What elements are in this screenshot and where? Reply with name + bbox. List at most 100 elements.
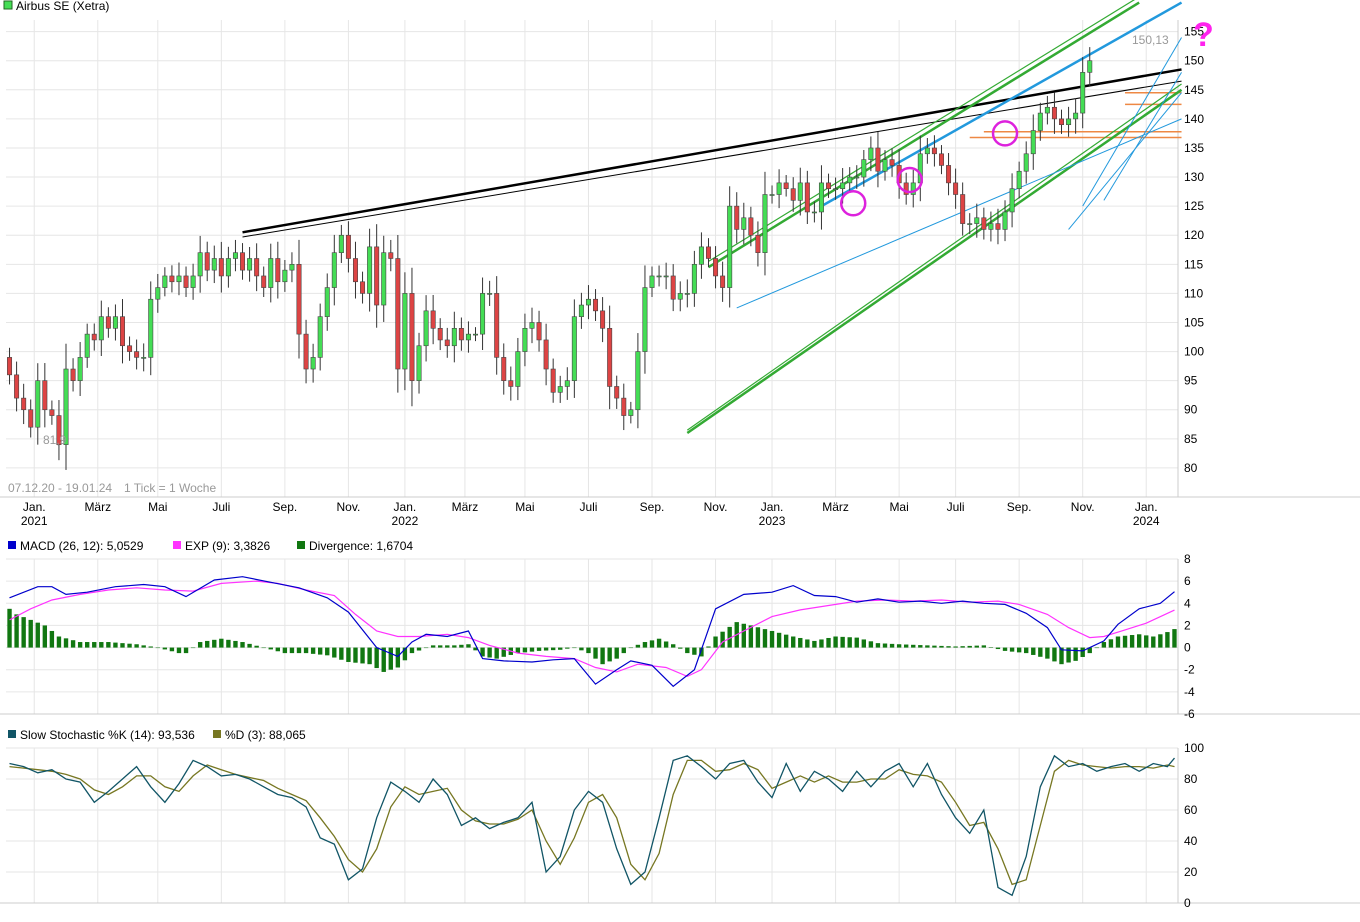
candle bbox=[536, 310, 542, 352]
divergence-bar bbox=[988, 647, 994, 648]
candle bbox=[91, 323, 97, 351]
divergence-bar bbox=[663, 641, 669, 648]
candle bbox=[1059, 109, 1064, 134]
divergence-bar bbox=[7, 608, 12, 648]
candle-body bbox=[268, 258, 274, 288]
candle-body bbox=[508, 380, 514, 387]
candle bbox=[755, 221, 761, 267]
divergence-bar bbox=[374, 647, 379, 669]
divergence-bar bbox=[162, 647, 168, 650]
candle bbox=[501, 343, 507, 395]
divergence-bar bbox=[974, 645, 979, 648]
candle bbox=[352, 241, 358, 299]
divergence-bar bbox=[127, 643, 132, 648]
divergence-bar bbox=[1129, 635, 1135, 648]
divergence-bar bbox=[360, 647, 365, 664]
divergence-bar bbox=[678, 647, 683, 649]
candle-body bbox=[564, 380, 570, 387]
price-legend-swatch bbox=[3, 0, 13, 10]
candle-body bbox=[995, 223, 1001, 230]
highlight-circle bbox=[839, 189, 867, 217]
divergence-bar bbox=[176, 647, 182, 654]
divergence-bar bbox=[515, 647, 521, 654]
blue-trend-line bbox=[736, 118, 1182, 309]
x-tick-label: Sep. bbox=[640, 500, 665, 514]
candle-body bbox=[352, 258, 358, 283]
divergence-bar bbox=[282, 647, 288, 654]
candle-body bbox=[374, 246, 380, 306]
y-tick-label: 130 bbox=[1184, 170, 1204, 184]
divergence-bar bbox=[713, 636, 718, 648]
candle bbox=[1066, 106, 1072, 137]
candle bbox=[105, 307, 111, 338]
candle-body bbox=[240, 252, 246, 271]
divergence-bar bbox=[346, 647, 351, 662]
divergence-bar bbox=[776, 632, 782, 648]
candle bbox=[727, 186, 733, 308]
candle bbox=[508, 366, 514, 401]
candle bbox=[529, 307, 535, 344]
candle-body bbox=[211, 258, 217, 271]
candle bbox=[98, 300, 104, 356]
candle bbox=[458, 317, 464, 351]
divergence-bar bbox=[805, 639, 810, 648]
candle-body bbox=[967, 223, 973, 225]
divergence-bar bbox=[219, 638, 224, 648]
divergence-bar bbox=[861, 639, 867, 648]
candle-body bbox=[960, 194, 966, 224]
candle bbox=[1073, 98, 1079, 134]
macd-y-ticks: 8 6 4 2 0 -2 -4 -6 bbox=[1184, 552, 1195, 721]
divergence-bar bbox=[826, 637, 831, 648]
candle bbox=[49, 400, 55, 425]
candle-body bbox=[861, 159, 867, 178]
candle-body bbox=[127, 345, 133, 352]
divergence-bar bbox=[1101, 642, 1107, 648]
candle bbox=[141, 343, 147, 372]
candle bbox=[1023, 141, 1029, 184]
candle-body bbox=[1023, 153, 1029, 172]
candle-body bbox=[783, 182, 789, 189]
blue-trend-line bbox=[1068, 92, 1182, 230]
divergence-bar bbox=[953, 646, 958, 648]
candle bbox=[155, 273, 161, 313]
candle-body bbox=[155, 287, 161, 300]
divergence-bar bbox=[395, 647, 401, 668]
divergence-bar bbox=[649, 640, 655, 648]
divergence-bar bbox=[1073, 647, 1078, 661]
divergence-bar bbox=[882, 643, 888, 648]
candle-body bbox=[578, 304, 584, 317]
candle bbox=[706, 238, 711, 268]
candle bbox=[797, 167, 803, 216]
candle-body bbox=[649, 275, 655, 288]
divergence-bar bbox=[762, 629, 768, 648]
divergence-bar bbox=[155, 647, 160, 649]
y-tick-label: 0 bbox=[1184, 641, 1191, 655]
candle-body bbox=[423, 310, 429, 347]
candle-body bbox=[1087, 60, 1093, 73]
y-tick-label: 80 bbox=[1184, 772, 1198, 786]
candle-body bbox=[91, 333, 97, 341]
candle bbox=[1016, 161, 1022, 199]
divergence-bar bbox=[28, 619, 33, 648]
divergence-bar bbox=[903, 644, 909, 648]
candle bbox=[628, 401, 634, 424]
divergence-bar bbox=[247, 643, 252, 648]
candle-body bbox=[755, 234, 761, 253]
x-tick-label: März bbox=[84, 500, 111, 514]
divergence-bar bbox=[113, 642, 118, 648]
candle-body bbox=[1009, 188, 1015, 213]
candle-body bbox=[1051, 106, 1057, 120]
x-tick-label: Sep. bbox=[1007, 500, 1032, 514]
candle-body bbox=[345, 234, 351, 259]
divergence-bar bbox=[819, 639, 824, 648]
divergence-bar bbox=[63, 638, 69, 648]
candle-body bbox=[395, 258, 401, 370]
candle-body bbox=[741, 217, 747, 230]
y-tick-label: 100 bbox=[1184, 345, 1204, 359]
candle-body bbox=[430, 310, 436, 329]
divergence-bar bbox=[296, 647, 302, 654]
divergence-bar bbox=[529, 647, 535, 652]
candle bbox=[713, 246, 719, 289]
candle bbox=[621, 383, 627, 431]
candle bbox=[585, 285, 591, 320]
